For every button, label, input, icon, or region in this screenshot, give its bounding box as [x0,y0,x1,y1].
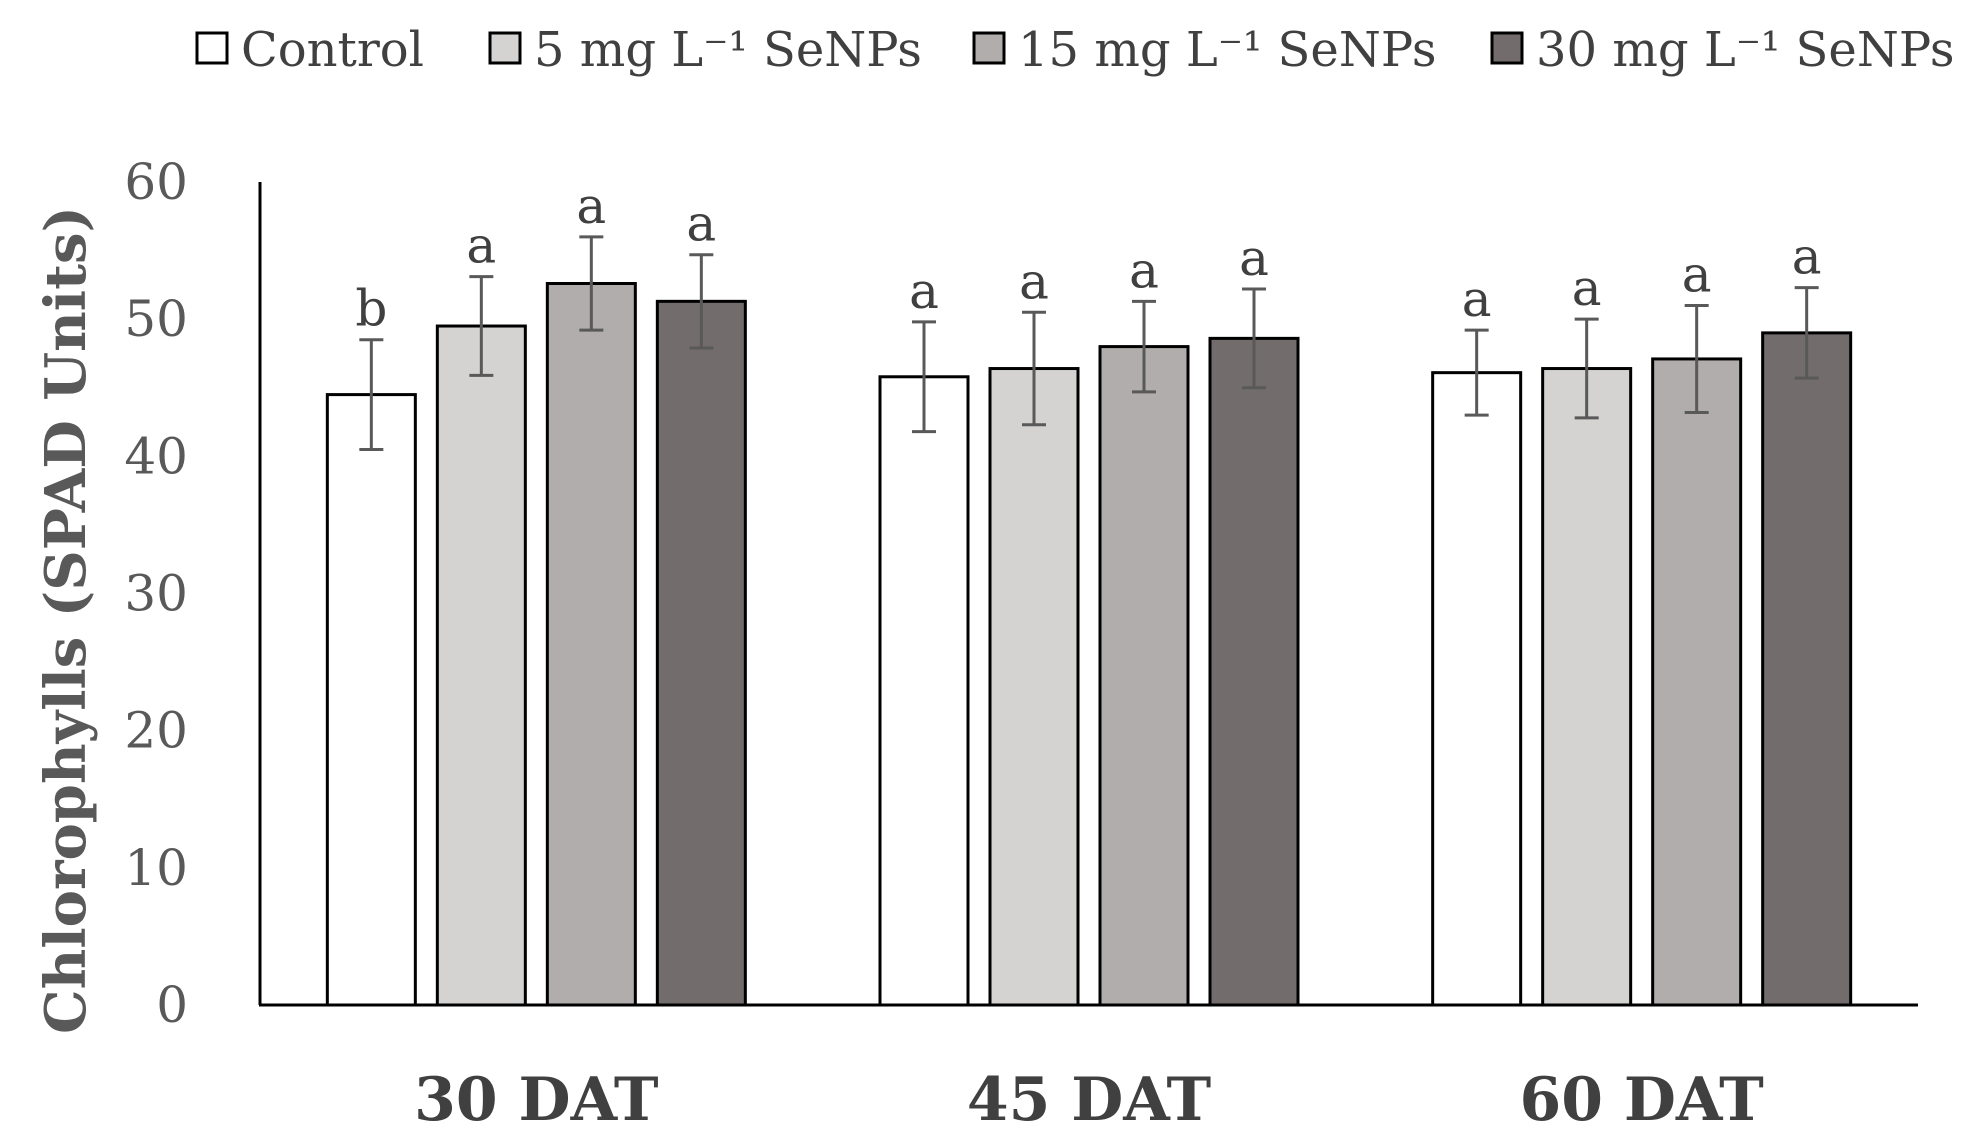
legend-item-5-mg-l-senps: 5 mg L⁻¹ SeNPs [488,22,922,78]
bar-60-dat-15-mg-l-senps [1651,357,1743,1007]
significance-letter: a [1129,241,1159,299]
legend-swatch [972,31,1006,65]
significance-letter: a [686,195,716,253]
error-bars [359,235,1819,451]
legend-swatch [1490,31,1524,65]
y-axis-title: Chlorophylls (SPAD Units) [33,206,99,1034]
significance-letter: a [466,217,496,275]
significance-letter: a [1019,252,1049,310]
bar-45-dat-control [878,375,970,1007]
bar-30-dat-15-mg-l-senps [545,282,637,1007]
legend-item-control: Control [195,22,424,78]
bar-60-dat-5-mg-l-senps [1541,367,1633,1007]
legend: Control 5 mg L⁻¹ SeNPs 15 mg L⁻¹ SeNPs 30 m… [195,22,1954,78]
bar-30-dat-5-mg-l-senps [435,324,527,1007]
x-category-label: 45 DAT [967,1065,1212,1135]
significance-letter: a [1462,270,1492,328]
x-category-label: 30 DAT [414,1065,659,1135]
significance-letters: b a a a a a a a a a a a [355,177,1821,338]
bar-30-dat-control [325,393,417,1007]
y-tick-label: 40 [124,427,188,485]
y-tick-label: 30 [124,565,188,623]
x-category-label: 60 DAT [1519,1065,1764,1135]
y-tick-label: 0 [156,976,188,1034]
significance-letter: b [355,280,387,338]
significance-letter: a [1792,228,1822,286]
bar-45-dat-15-mg-l-senps [1098,345,1190,1007]
legend-label: 5 mg L⁻¹ SeNPs [534,22,922,78]
bar-45-dat-5-mg-l-senps [988,367,1080,1007]
significance-letter: a [1239,229,1269,287]
bar-30-dat-30-mg-l-senps [655,299,747,1007]
legend-item-15-mg-l-senps: 15 mg L⁻¹ SeNPs [972,22,1436,78]
legend-label: 30 mg L⁻¹ SeNPs [1536,22,1954,78]
y-tick-label: 50 [124,290,188,348]
bars [325,282,1853,1007]
significance-letter: a [576,177,606,235]
y-tick-label: 20 [124,702,188,760]
y-tick-label: 10 [124,839,188,897]
significance-letter: a [909,262,939,320]
legend-swatch [488,31,522,65]
bar-60-dat-control [1431,371,1523,1007]
y-tick-labels: 0 10 20 30 40 50 60 [124,153,188,1034]
y-tick-label: 60 [124,153,188,211]
significance-letter: a [1682,245,1712,303]
x-category-labels: 30 DAT 45 DAT 60 DAT [414,1065,1764,1135]
legend-swatch [195,31,229,65]
bar-60-dat-30-mg-l-senps [1761,331,1853,1007]
bar-45-dat-30-mg-l-senps [1208,336,1300,1007]
legend-label: 15 mg L⁻¹ SeNPs [1018,22,1436,78]
legend-label: Control [241,22,424,78]
significance-letter: a [1572,259,1602,317]
legend-item-30-mg-l-senps: 30 mg L⁻¹ SeNPs [1490,22,1954,78]
